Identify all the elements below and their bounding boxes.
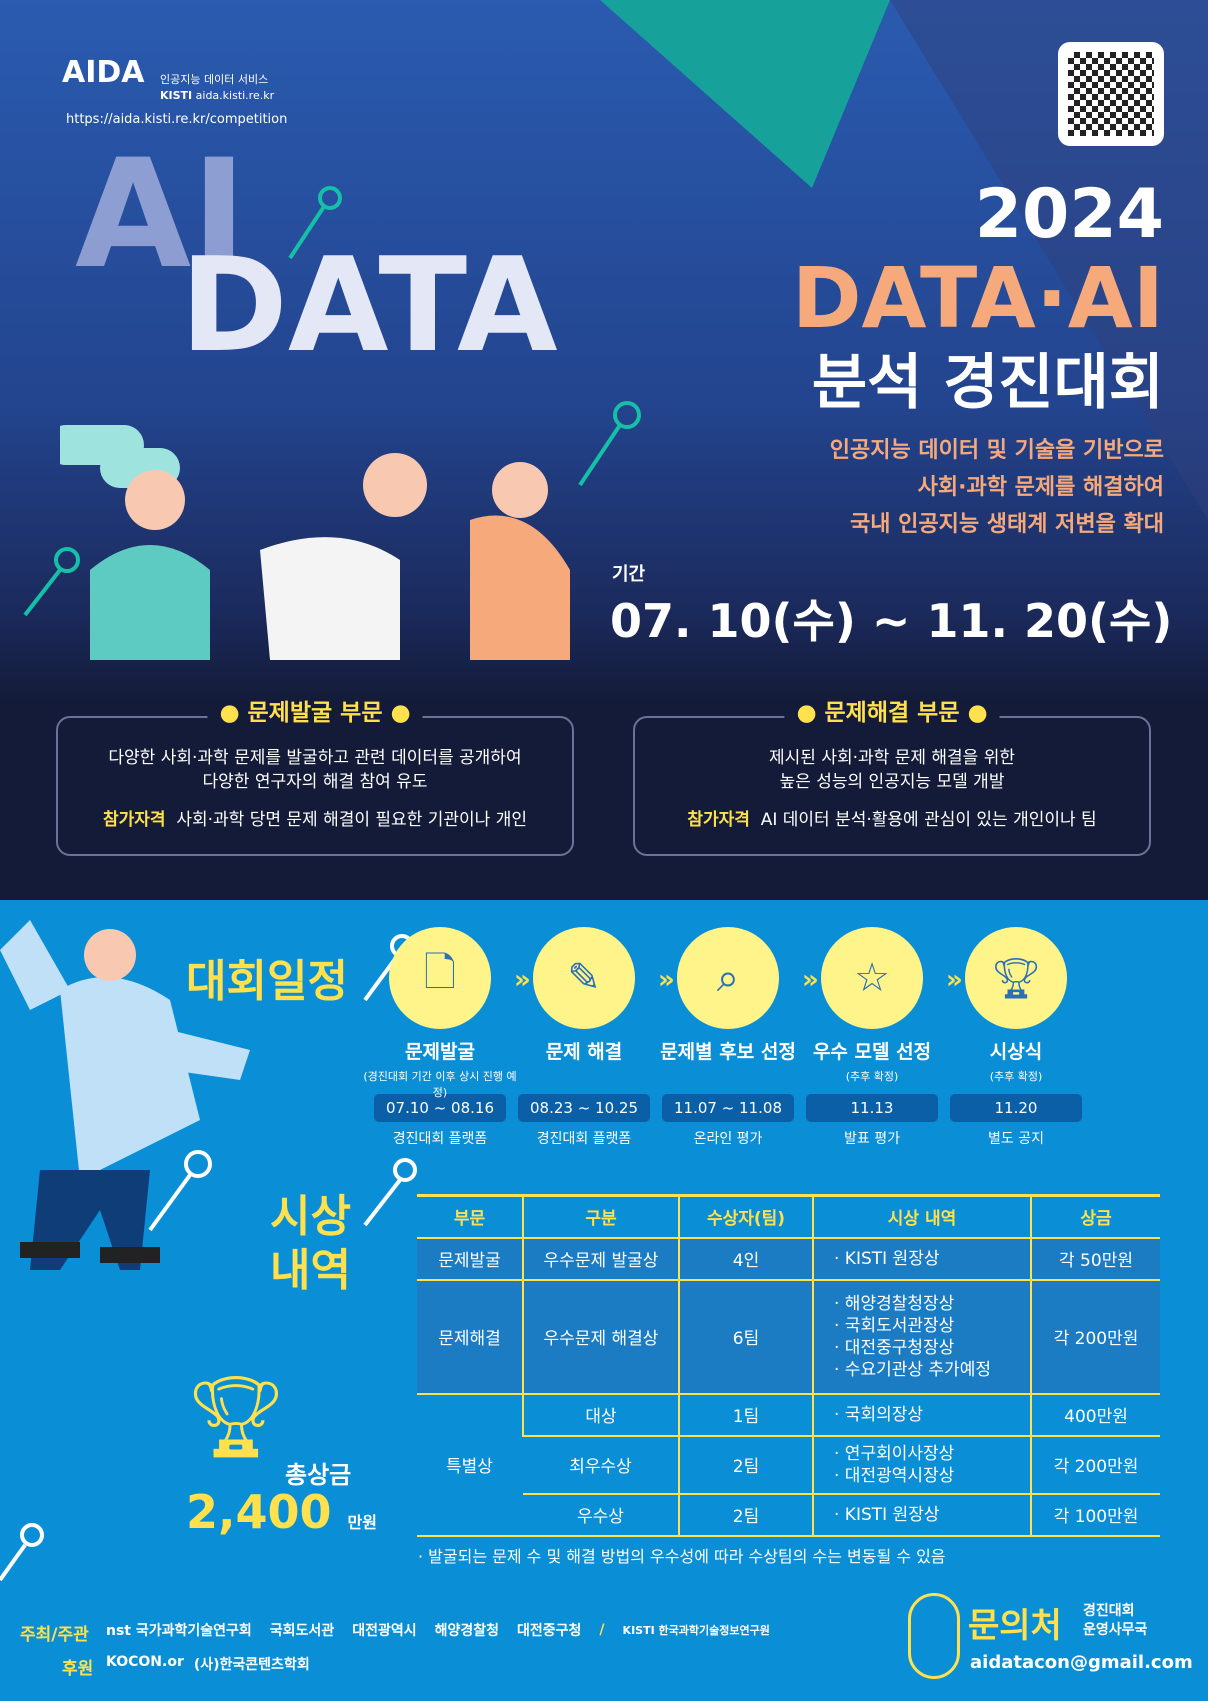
category-title: ● 문제해결 부문 ● xyxy=(784,701,1000,725)
trophy-icon: 🏆︎ xyxy=(965,927,1067,1029)
schedule-title: 대회일정 xyxy=(186,956,348,1007)
aida-logo[interactable]: AIDA xyxy=(62,55,145,90)
trophy-icon: 🏆︎ xyxy=(185,1370,287,1463)
mouse-icon xyxy=(908,1593,960,1679)
pencil-check-icon: ✎ xyxy=(533,927,635,1029)
schedule-step: 🏆︎ 시상식 (추후 확정) 11.20 별도 공지 xyxy=(936,927,1096,1148)
total-prize: 2,400 만원 xyxy=(186,1485,377,1539)
awards-title: 시상 내역 xyxy=(270,1191,351,1296)
schedule-step: 🗋 문제발굴 (경진대회 기간 이후 상시 진행 예정) 07.10 ~ 08.16 경… xyxy=(360,927,520,1148)
table-header: 부문 구분 수상자(팀) 시상 내역 상금 xyxy=(417,1194,1160,1239)
deco-ai: AI xyxy=(75,128,247,302)
table-row: 특별상 대상 1팀 · 국회의장상 400만원 xyxy=(417,1393,1160,1537)
kocon-logo: KOCON.or xyxy=(106,1654,184,1670)
stars-icon: ☆ xyxy=(821,927,923,1029)
contact-email[interactable]: aidatacon@gmail.com xyxy=(970,1652,1193,1673)
presenter-illustration xyxy=(0,920,417,1582)
people-illustration xyxy=(60,425,570,660)
qr-code[interactable] xyxy=(1058,42,1164,146)
nst-logo: nst 국가과학기술연구회 xyxy=(106,1623,252,1639)
category-discovery: ● 문제발굴 부문 ● 다양한 사회·과학 문제를 발굴하고 관련 데이터를 공… xyxy=(56,701,574,856)
sponsor-logos: KOCON.or (사)한국콘텐츠학회 xyxy=(106,1654,310,1674)
awards-note: · 발굴되는 문제 수 및 해결 방법의 우수성에 따라 수상팀의 수는 변동될… xyxy=(418,1547,946,1566)
period: 07. 10(수) ~ 11. 20(수) xyxy=(610,594,1173,648)
total-prize-label: 총상금 xyxy=(285,1461,352,1489)
national-assembly-library-logo: 국회도서관 xyxy=(269,1623,335,1639)
category-title: ● 문제발굴 부문 ● xyxy=(207,701,423,725)
contact-label: 문의처 xyxy=(968,1606,1062,1646)
schedule-steps: 🗋 문제발굴 (경진대회 기간 이후 상시 진행 예정) 07.10 ~ 08.16 경… xyxy=(360,927,1096,1148)
screen-search-icon: ⌕ xyxy=(677,927,779,1029)
kocon-name: (사)한국콘텐츠학회 xyxy=(193,1657,310,1673)
document-search-icon: 🗋 xyxy=(389,927,491,1029)
teal-triangle xyxy=(600,0,890,188)
deco-data: DATA xyxy=(180,229,558,381)
logo-text: 인공지능 데이터 서비스 KISTI aida.kisti.re.kr xyxy=(160,73,275,102)
table-row: 문제발굴 우수문제 발굴상 4인 · KISTI 원장상 각 50만원 xyxy=(417,1237,1160,1281)
daejeon-junggu-logo: 대전중구청 xyxy=(517,1623,582,1639)
schedule-step: ✎ 문제 해결 08.23 ~ 10.25 경진대회 플랫폼 xyxy=(504,927,664,1148)
table-row: 최우수상 2팀 · 연구회이사장상 · 대전광역시장상 각 200만원 xyxy=(417,1435,1160,1495)
kisti-logo: KISTI 한국과학기술정보연구원 xyxy=(622,1624,770,1637)
divider: / xyxy=(599,1622,605,1638)
coast-guard-logo: 해양경찰청 xyxy=(434,1623,500,1639)
period-label: 기간 xyxy=(612,564,646,585)
schedule-step: ⌕ 문제별 후보 선정 11.07 ~ 11.08 온라인 평가 xyxy=(648,927,808,1148)
daejeon-city-logo: 대전광역시 xyxy=(352,1623,417,1639)
sponsor-label: 후원 xyxy=(62,1659,94,1679)
category-solving: ● 문제해결 부문 ● 제시된 사회·과학 문제 해결을 위한 높은 성능의 인공… xyxy=(633,701,1151,856)
qr-code-icon xyxy=(1068,52,1154,136)
host-label: 주최/주관 xyxy=(20,1625,89,1645)
schedule-step: ☆ 우수 모델 선정 (추후 확정) 11.13 발표 평가 xyxy=(792,927,952,1148)
table-row: 우수상 2팀 · KISTI 원장상 각 100만원 xyxy=(417,1493,1160,1537)
competition-url[interactable]: https://aida.kisti.re.kr/competition xyxy=(66,112,288,127)
table-row: 문제해결 우수문제 해결상 6팀 · 해양경찰청장상 · 국회도서관장상 · 대전중구청장… xyxy=(417,1279,1160,1395)
contact-org: 경진대회 운영사무국 xyxy=(1083,1603,1148,1638)
host-logos: nst 국가과학기술연구회 국회도서관 대전광역시 해양경찰청 대전중구청 / … xyxy=(106,1620,770,1640)
awards-table: 부문 구분 수상자(팀) 시상 내역 상금 문제발굴 우수문제 발굴상 4인 · KISTI … xyxy=(417,1194,1160,1537)
hero-title: 2024 DATA·AI 분석 경진대회 인공지능 데이터 및 기술을 기반으로… xyxy=(791,175,1164,538)
